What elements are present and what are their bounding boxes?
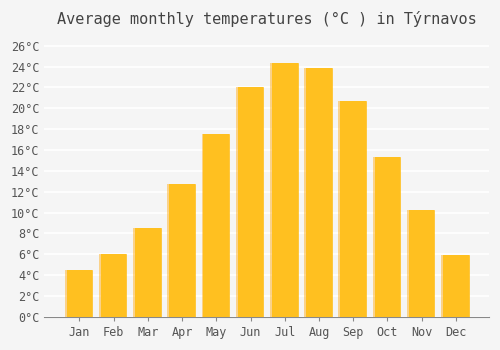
Bar xyxy=(168,184,171,317)
Bar xyxy=(135,228,160,317)
Bar xyxy=(443,255,468,317)
Bar xyxy=(64,270,68,317)
Title: Average monthly temperatures (°C ) in Týrnavos: Average monthly temperatures (°C ) in Tý… xyxy=(57,11,476,27)
Bar xyxy=(236,88,240,317)
Bar xyxy=(133,228,137,317)
Bar xyxy=(170,184,195,317)
Bar xyxy=(374,157,400,317)
Bar xyxy=(338,101,342,317)
Bar xyxy=(372,157,376,317)
Bar xyxy=(272,63,297,317)
Bar xyxy=(135,228,160,317)
Bar xyxy=(272,63,297,317)
Bar xyxy=(101,254,126,317)
Bar xyxy=(101,254,126,317)
Bar xyxy=(306,68,332,317)
Bar xyxy=(340,101,366,317)
Bar xyxy=(304,68,308,317)
Bar xyxy=(409,210,434,317)
Bar xyxy=(306,68,332,317)
Bar xyxy=(204,134,229,317)
Bar xyxy=(409,210,434,317)
Bar xyxy=(238,88,264,317)
Bar xyxy=(170,184,195,317)
Bar xyxy=(204,134,229,317)
Bar xyxy=(374,157,400,317)
Bar xyxy=(340,101,366,317)
Bar xyxy=(270,63,274,317)
Bar xyxy=(66,270,92,317)
Bar xyxy=(66,270,92,317)
Bar xyxy=(238,88,264,317)
Bar xyxy=(441,255,445,317)
Bar xyxy=(443,255,468,317)
Bar xyxy=(407,210,410,317)
Bar xyxy=(202,134,205,317)
Bar xyxy=(99,254,102,317)
